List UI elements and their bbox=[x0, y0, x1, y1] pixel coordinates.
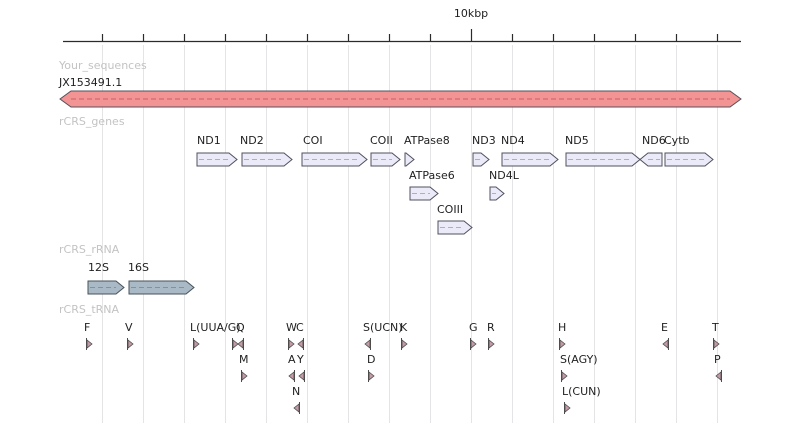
gene-arrow-nd3[interactable] bbox=[472, 152, 490, 167]
trna-arrow-c[interactable] bbox=[297, 339, 304, 349]
nd6-label: ND6 bbox=[642, 134, 666, 147]
trna-arrow-e[interactable] bbox=[662, 339, 669, 349]
jx153491-1-label: JX153491.1 bbox=[59, 76, 123, 89]
k-label: K bbox=[400, 321, 408, 334]
c-label: C bbox=[296, 321, 304, 334]
track-title-rcrs_trna: rCRS_tRNA bbox=[59, 303, 120, 316]
trna-arrow-k[interactable] bbox=[401, 339, 408, 349]
g-label: G bbox=[469, 321, 478, 334]
gene-arrow-coi[interactable] bbox=[301, 152, 368, 167]
trna-arrow-m[interactable] bbox=[241, 371, 248, 381]
trna-arrow-feature[interactable] bbox=[232, 339, 239, 349]
track-title-rcrs_genes: rCRS_genes bbox=[59, 115, 125, 128]
trna-arrow-v[interactable] bbox=[127, 339, 134, 349]
s-agy-label: S(AGY) bbox=[560, 353, 598, 366]
d-label: D bbox=[367, 353, 376, 366]
p-label: P bbox=[714, 353, 721, 366]
nd3-label: ND3 bbox=[472, 134, 496, 147]
t-label: T bbox=[712, 321, 719, 334]
r-label: R bbox=[487, 321, 495, 334]
e-label: E bbox=[661, 321, 668, 334]
16s-label: 16S bbox=[128, 261, 149, 274]
trna-arrow-l-cun[interactable] bbox=[564, 403, 571, 413]
q-label: Q bbox=[236, 321, 245, 334]
gene-arrow-atpase8[interactable] bbox=[404, 152, 415, 167]
trna-arrow-d[interactable] bbox=[368, 371, 375, 381]
n-label: N bbox=[292, 385, 301, 398]
y-label: Y bbox=[297, 353, 304, 366]
12s-label: 12S bbox=[88, 261, 109, 274]
gene-arrow-cytb[interactable] bbox=[664, 152, 714, 167]
m-label: M bbox=[239, 353, 249, 366]
l-cun-label: L(CUN) bbox=[562, 385, 601, 398]
ruler-unit-label: 10kbp bbox=[453, 7, 489, 20]
coii-label: COII bbox=[370, 134, 393, 147]
f-label: F bbox=[84, 321, 91, 334]
trna-arrow-t[interactable] bbox=[713, 339, 720, 349]
nd2-label: ND2 bbox=[240, 134, 264, 147]
cytb-label: Cytb bbox=[664, 134, 690, 147]
trna-arrow-s-ucn[interactable] bbox=[364, 339, 371, 349]
l-uua-g-label: L(UUA/G) bbox=[190, 321, 241, 334]
nd1-label: ND1 bbox=[197, 134, 221, 147]
trna-arrow-a[interactable] bbox=[288, 371, 295, 381]
atpase8-label: ATPase8 bbox=[404, 134, 450, 147]
trna-arrow-g[interactable] bbox=[470, 339, 477, 349]
h-label: H bbox=[558, 321, 567, 334]
nd4l-label: ND4L bbox=[489, 169, 519, 182]
trna-arrow-q[interactable] bbox=[237, 339, 244, 349]
trna-arrow-l-uua-g[interactable] bbox=[193, 339, 200, 349]
s-ucn-label: S(UCN) bbox=[363, 321, 403, 334]
nd4-label: ND4 bbox=[501, 134, 525, 147]
trna-arrow-w[interactable] bbox=[288, 339, 295, 349]
trna-arrow-h[interactable] bbox=[559, 339, 566, 349]
trna-arrow-f[interactable] bbox=[86, 339, 93, 349]
gene-arrow-nd2[interactable] bbox=[241, 152, 293, 167]
track-title-your_sequences: Your_sequences bbox=[59, 59, 147, 72]
a-label: A bbox=[288, 353, 296, 366]
coi-label: COI bbox=[303, 134, 323, 147]
track-title-rcrs_rrna: rCRS_rRNA bbox=[59, 243, 120, 256]
gene-arrow-coiii[interactable] bbox=[437, 220, 473, 235]
coiii-label: COIII bbox=[437, 203, 464, 216]
trna-arrow-p[interactable] bbox=[715, 371, 722, 381]
atpase6-label: ATPase6 bbox=[409, 169, 455, 182]
trna-arrow-r[interactable] bbox=[488, 339, 495, 349]
trna-arrow-n[interactable] bbox=[293, 403, 300, 413]
v-label: V bbox=[125, 321, 133, 334]
trna-arrow-s-agy[interactable] bbox=[561, 371, 568, 381]
rrna-arrow-16s[interactable] bbox=[128, 280, 195, 295]
nd5-label: ND5 bbox=[565, 134, 589, 147]
trna-arrow-y[interactable] bbox=[298, 371, 305, 381]
gene-arrow-nd4l[interactable] bbox=[489, 186, 505, 201]
w-label: W bbox=[286, 321, 297, 334]
